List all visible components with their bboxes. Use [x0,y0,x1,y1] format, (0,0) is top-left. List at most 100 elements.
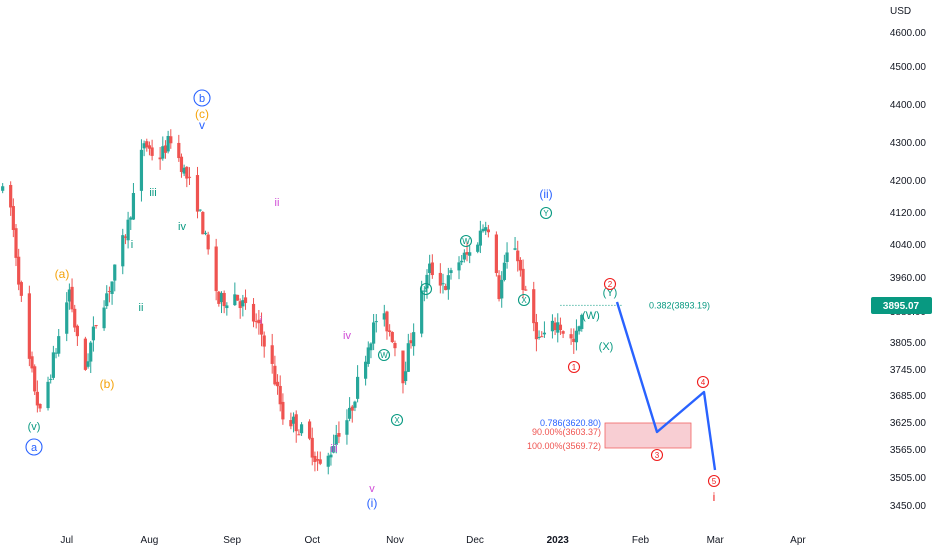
candle-body [131,192,136,220]
candle-body [350,406,354,411]
candle-body [556,322,560,333]
candle-body [14,228,18,258]
target-zone-layer [604,422,692,449]
candle-body [524,289,528,291]
candle-body [105,293,109,307]
candle-body [516,250,520,262]
candle-body [187,176,192,178]
candle-body [334,434,338,445]
wave-label-blue: v [199,118,205,132]
candle-body [569,334,573,339]
candle-body [425,274,429,289]
candle-body [409,340,413,344]
candle-body [89,342,93,362]
candle-body [86,361,90,367]
candle-body [121,235,125,267]
wave-label-purple: v [369,483,375,495]
last-price-tag: 3895.07 [871,297,932,314]
candle-body [572,338,576,343]
fib-level-label: 0.786(3620.80) [540,418,601,428]
candle-body [449,270,453,274]
candle-body [345,420,349,435]
candle-body [65,302,69,334]
candle-body [113,264,117,281]
wave-label-purple: ii [275,197,280,209]
candle-body [521,268,525,290]
wave-circle-red [650,448,664,462]
wave-label-green: i [131,239,133,251]
wave-circle-blue [25,438,43,456]
wave-circle-red [696,375,710,389]
candle-body [262,335,266,347]
candle-body [38,403,42,409]
fib-level-label: 90.00%(3603.37) [532,427,601,437]
candle-body [1,186,5,191]
candle-body [430,262,434,276]
candle-body [337,433,341,437]
candle-body [126,219,130,241]
candle-body [444,285,448,291]
candle-body [385,311,389,332]
candle-body [70,286,74,310]
candle-body [27,293,31,359]
candle-body [179,156,184,173]
wave-circle-teal [459,234,473,248]
wave-circle-teal [390,413,404,427]
wave-label-blue: (i) [367,496,378,510]
candle-body [129,217,133,220]
candle-body [486,229,490,233]
candle-body [46,381,50,409]
wave-circle-red [707,474,721,488]
candle-body [364,361,368,379]
candle-body [331,446,336,453]
wave-circle-red-text: 1 [572,363,577,372]
candle-body [406,343,410,372]
candle-body [270,345,274,364]
candle-body [476,244,480,252]
candle-body [163,145,168,153]
candle-body [123,236,128,238]
candle-body [446,275,450,290]
candle-body [73,308,77,328]
candle-body [553,322,557,331]
candle-body [57,336,61,354]
candle-body [561,331,565,334]
candle-body [374,321,378,323]
candle-body [219,293,224,303]
candle-body [217,291,221,304]
candle-body [139,149,144,191]
price-tick-label: 4040.00 [890,240,927,251]
time-axis[interactable]: Jul Aug Sep Oct Nov Dec 2023 Feb Mar Apr [60,535,806,546]
candle-body [35,391,39,406]
time-tick-label: Nov [386,535,404,546]
wave-circle-teal-text: Y [423,285,429,294]
price-tick-label: 3625.00 [890,418,927,429]
candle-body [225,305,229,309]
wave-circle-teal-text: X [394,416,400,425]
wave-circle-teal-text: X [521,296,527,305]
wave-label-orange: (c) [195,107,209,121]
candle-body [313,455,317,463]
candle-body [518,259,522,271]
candle-body [315,459,320,461]
candle-body [201,211,205,235]
candle-body [30,356,34,369]
price-tick-label: 3505.00 [890,473,927,484]
candle-body [356,376,360,399]
candle-body [275,381,280,387]
candle-body [238,301,242,309]
candle-body [222,292,226,307]
time-tick-label: Mar [707,535,725,546]
candle-body [19,282,23,296]
candle-body [550,320,555,332]
candle-body [291,416,296,424]
wave-circle-teal-text: W [380,351,388,360]
candle-body [278,385,282,405]
candle-body [574,330,579,343]
candle-body [382,313,386,320]
wave-circle-teal [419,282,433,296]
wave-label-orange: (b) [100,377,115,391]
candle-body [494,234,498,274]
